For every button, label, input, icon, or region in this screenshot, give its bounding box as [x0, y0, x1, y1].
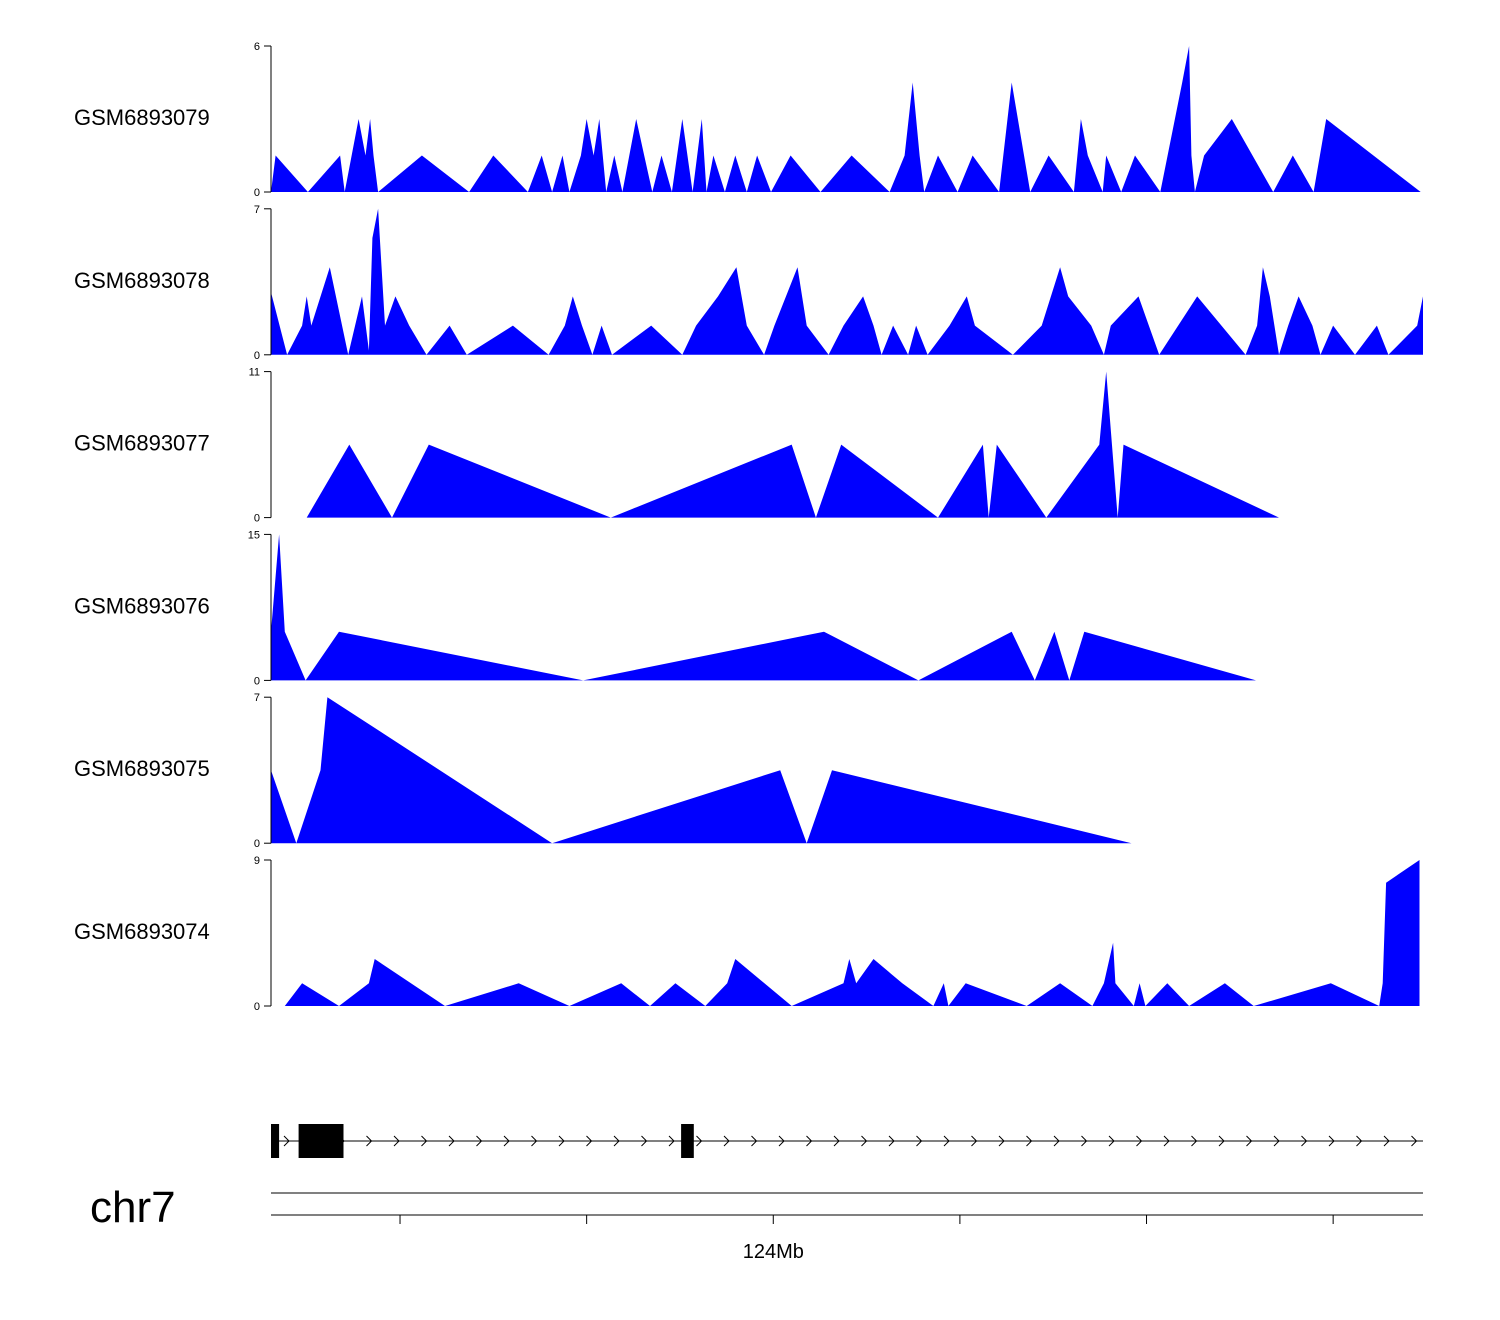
strand-arrow-icon [531, 1135, 538, 1147]
track-label-gsm6893076: GSM6893076 [74, 593, 210, 618]
strand-arrow-icon [1328, 1135, 1335, 1147]
strand-arrow-icon [778, 1135, 785, 1147]
strand-arrow-icon [668, 1135, 675, 1147]
track-label-gsm6893075: GSM6893075 [74, 756, 210, 781]
strand-arrows [283, 1135, 1418, 1147]
y-tick-label-max: 7 [254, 204, 260, 216]
chromosome-label: chr7 [90, 1183, 176, 1232]
strand-arrow-icon [586, 1135, 593, 1147]
exon-3 [681, 1124, 694, 1158]
y-tick-label-max: 7 [254, 692, 260, 704]
strand-arrow-icon [1191, 1135, 1198, 1147]
y-tick-label-max: 6 [254, 41, 260, 53]
track-label-gsm6893078: GSM6893078 [74, 268, 210, 293]
gene-model-track [271, 1124, 1423, 1158]
strand-arrow-icon [641, 1135, 648, 1147]
strand-arrow-icon [916, 1135, 923, 1147]
track-gsm6893074: 9 0 GSM6893074 [74, 855, 1420, 1013]
strand-arrow-icon [1411, 1135, 1418, 1147]
y-tick-label-min: 0 [254, 675, 260, 687]
strand-arrow-icon [696, 1135, 703, 1147]
strand-arrow-icon [476, 1135, 483, 1147]
y-tick-label-min: 0 [254, 187, 260, 199]
strand-arrow-icon [751, 1135, 758, 1147]
strand-arrow-icon [283, 1135, 290, 1147]
exon-2 [298, 1124, 344, 1158]
genome-axis-track: chr7 124Mb [90, 1183, 1423, 1263]
axis-tick-label-124mb: 124Mb [743, 1241, 804, 1263]
strand-arrow-icon [943, 1135, 950, 1147]
strand-arrow-icon [971, 1135, 978, 1147]
strand-arrow-icon [1301, 1135, 1308, 1147]
strand-arrow-icon [833, 1135, 840, 1147]
track-label-gsm6893077: GSM6893077 [74, 431, 210, 456]
coverage-area-gsm6893078 [271, 208, 1423, 355]
coverage-area-gsm6893076 [271, 534, 1256, 681]
strand-arrow-icon [1053, 1135, 1060, 1147]
track-label-gsm6893079: GSM6893079 [74, 105, 210, 130]
strand-arrow-icon [888, 1135, 895, 1147]
strand-arrow-icon [448, 1135, 455, 1147]
y-tick-label-min: 0 [254, 1001, 260, 1013]
strand-arrow-icon [1383, 1135, 1390, 1147]
track-gsm6893078: 7 0 GSM6893078 [74, 204, 1423, 362]
y-tick-label-min: 0 [254, 838, 260, 850]
strand-arrow-icon [1273, 1135, 1280, 1147]
strand-arrow-icon [1246, 1135, 1253, 1147]
strand-arrow-icon [613, 1135, 620, 1147]
y-tick-label-min: 0 [254, 350, 260, 362]
track-gsm6893077: 11 0 GSM6893077 [74, 367, 1279, 525]
coverage-area-gsm6893075 [271, 697, 1132, 844]
coverage-area-gsm6893077 [306, 371, 1279, 518]
coverage-area-gsm6893079 [271, 46, 1421, 192]
y-tick-label-max: 15 [248, 529, 260, 541]
strand-arrow-icon [998, 1135, 1005, 1147]
strand-arrow-icon [421, 1135, 428, 1147]
track-gsm6893076: 15 0 GSM6893076 [74, 529, 1256, 687]
y-tick-label-max: 9 [254, 855, 260, 867]
strand-arrow-icon [861, 1135, 868, 1147]
strand-arrow-icon [1356, 1135, 1363, 1147]
strand-arrow-icon [1218, 1135, 1225, 1147]
strand-arrow-icon [558, 1135, 565, 1147]
strand-arrow-icon [1081, 1135, 1088, 1147]
track-gsm6893075: 7 0 GSM6893075 [74, 692, 1132, 850]
strand-arrow-icon [723, 1135, 730, 1147]
strand-arrow-icon [366, 1135, 373, 1147]
strand-arrow-icon [806, 1135, 813, 1147]
coverage-tracks: 6 0 GSM6893079 7 0 GSM6893078 11 0 GSM6893077 15 0… [74, 41, 1423, 1013]
track-gsm6893079: 6 0 GSM6893079 [74, 41, 1421, 199]
strand-arrow-icon [393, 1135, 400, 1147]
track-label-gsm6893074: GSM6893074 [74, 919, 210, 944]
strand-arrow-icon [1026, 1135, 1033, 1147]
coverage-area-gsm6893074 [284, 860, 1420, 1006]
strand-arrow-icon [1108, 1135, 1115, 1147]
exon-1 [271, 1124, 280, 1158]
y-tick-label-max: 11 [249, 367, 260, 379]
strand-arrow-icon [1136, 1135, 1143, 1147]
strand-arrow-icon [503, 1135, 510, 1147]
strand-arrow-icon [1163, 1135, 1170, 1147]
y-tick-label-min: 0 [254, 513, 260, 525]
